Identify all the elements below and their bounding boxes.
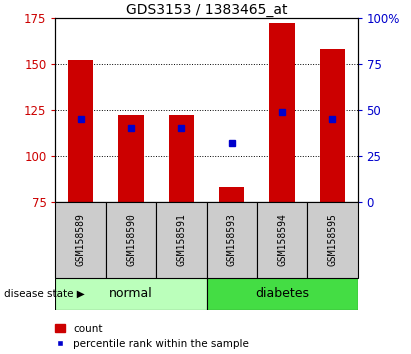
Bar: [55, 278, 206, 310]
Bar: [320, 49, 345, 202]
Text: GSM158589: GSM158589: [76, 213, 85, 266]
Text: GSM158590: GSM158590: [126, 213, 136, 266]
Text: GSM158591: GSM158591: [176, 213, 186, 266]
Bar: [106, 202, 156, 278]
Bar: [55, 202, 106, 278]
Bar: [118, 115, 143, 202]
Text: GSM158595: GSM158595: [328, 213, 337, 266]
Bar: [270, 23, 295, 202]
Title: GDS3153 / 1383465_at: GDS3153 / 1383465_at: [126, 3, 287, 17]
Legend: count, percentile rank within the sample: count, percentile rank within the sample: [55, 324, 249, 349]
Text: diabetes: diabetes: [255, 287, 309, 300]
Bar: [257, 202, 307, 278]
Bar: [219, 187, 244, 202]
Bar: [68, 60, 93, 202]
Bar: [206, 278, 358, 310]
Text: disease state ▶: disease state ▶: [4, 289, 85, 299]
Bar: [307, 202, 358, 278]
Bar: [206, 202, 257, 278]
Text: normal: normal: [109, 287, 153, 300]
Text: GSM158594: GSM158594: [277, 213, 287, 266]
Text: GSM158593: GSM158593: [227, 213, 237, 266]
Bar: [169, 115, 194, 202]
Bar: [156, 202, 206, 278]
